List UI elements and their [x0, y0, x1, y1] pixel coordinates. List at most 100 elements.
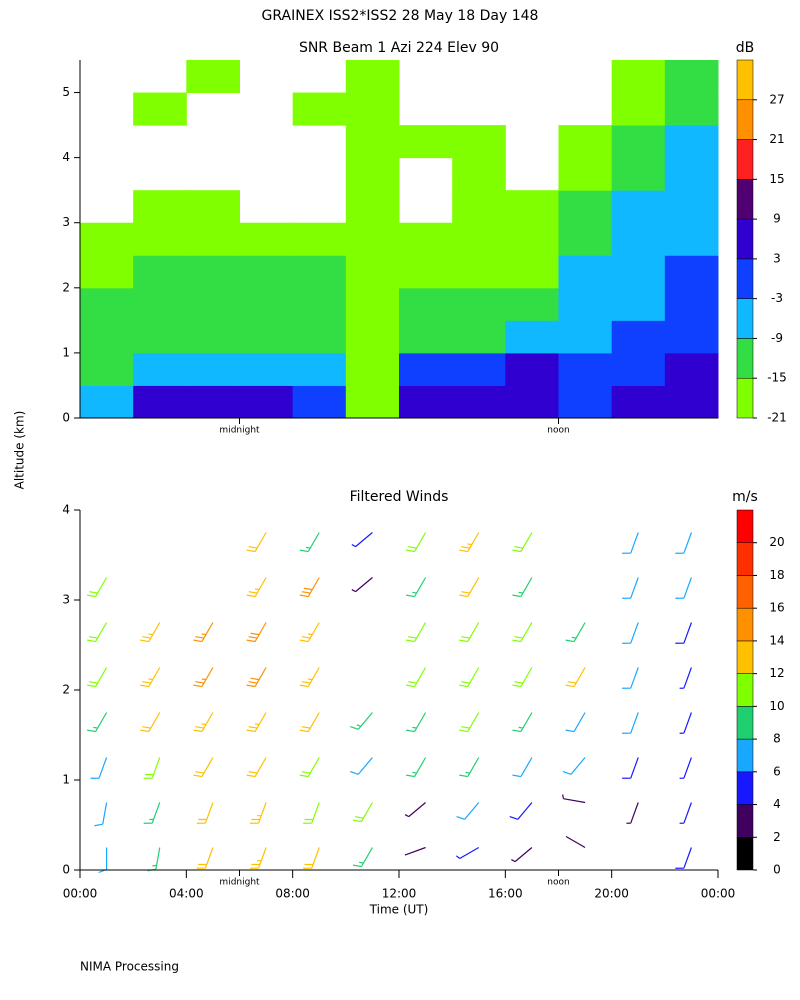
heat-cell: [239, 222, 294, 256]
wind-barb: [679, 757, 692, 779]
heat-cell: [505, 222, 559, 256]
heat-cell: [664, 60, 719, 94]
heat-cell: [80, 287, 134, 321]
wind-barb: [87, 577, 108, 598]
colorbar-box: [736, 298, 754, 339]
wind-barb: [87, 712, 108, 733]
heat-cell: [558, 125, 613, 159]
wind-barb: [622, 622, 639, 644]
heat-cell: [558, 352, 613, 386]
wind-barb: [406, 757, 427, 778]
panel-title: Filtered Winds: [350, 489, 449, 505]
colorbar-tick-label: 10: [769, 699, 784, 713]
wind-barb: [622, 532, 639, 554]
x-tick-label: 08:00: [275, 887, 310, 901]
wind-barb: [299, 577, 320, 598]
heat-cell: [345, 352, 400, 386]
wind-barb: [512, 622, 533, 643]
wind-barb: [456, 802, 480, 820]
heat-cell: [186, 287, 240, 321]
heat-cell: [558, 255, 613, 289]
wind-barb: [351, 532, 373, 548]
wind-barb: [406, 622, 427, 643]
colorbar-tick-label: 6: [773, 764, 781, 778]
x-tick-label: 00:00: [63, 887, 98, 901]
y-tick-label: 0: [62, 863, 70, 877]
heat-cell: [292, 385, 347, 419]
heat-cell: [186, 385, 240, 419]
wind-barb: [456, 846, 480, 860]
colorbar-box: [736, 509, 754, 543]
heat-cell: [186, 255, 240, 289]
wind-barb: [406, 667, 427, 688]
heat-cell: [452, 352, 506, 386]
wind-barb: [459, 532, 480, 553]
heat-cell: [611, 92, 666, 126]
heat-cell: [186, 190, 240, 224]
heat-cell: [399, 255, 453, 289]
y-tick-label: 4: [62, 150, 70, 164]
y-tick-label: 3: [62, 593, 70, 607]
wind-barb: [512, 577, 533, 598]
wind-barb: [94, 802, 108, 827]
heat-cell: [345, 320, 400, 354]
wind-barb: [511, 847, 533, 863]
heat-cell: [133, 92, 187, 126]
heat-cell: [399, 352, 453, 386]
heat-cell: [345, 255, 400, 289]
wind-barb: [303, 802, 320, 824]
colorbar-tick-label: 3: [773, 251, 781, 265]
colorbar-tick-label: 8: [773, 732, 781, 746]
wind-barb: [143, 802, 161, 824]
colorbar-tick-label: 4: [773, 797, 781, 811]
wind-barb: [98, 847, 108, 874]
wind-barb: [622, 667, 639, 689]
colorbar-box: [736, 542, 754, 576]
heat-cell: [611, 157, 666, 191]
wind-barb: [193, 712, 214, 733]
colorbar-box: [736, 218, 754, 260]
heat-cell: [239, 352, 294, 386]
colorbar-tick-label: 15: [769, 172, 784, 186]
colorbar-tick-label: -9: [771, 331, 783, 345]
wind-barb: [512, 757, 533, 778]
heat-cell: [239, 255, 294, 289]
heat-cell: [186, 352, 240, 386]
heat-cell: [452, 190, 506, 224]
heat-cell: [558, 320, 613, 354]
wind-barb: [406, 577, 427, 598]
heat-cell: [186, 60, 240, 94]
wind-barb: [352, 847, 373, 868]
wind-barb: [147, 847, 161, 872]
wind-barb: [622, 757, 639, 779]
wind-barb: [299, 667, 320, 688]
heat-cell: [239, 385, 294, 419]
heat-cell: [558, 287, 613, 321]
wind-barb: [509, 802, 533, 820]
y-axis-label: Altitude (km): [13, 411, 27, 490]
x-tick-label: 12:00: [382, 887, 417, 901]
colorbar-tick-label: -3: [771, 291, 783, 305]
heat-cell: [611, 320, 666, 354]
wind-barb: [250, 847, 267, 869]
heat-cell: [611, 190, 666, 224]
wind-barb: [193, 757, 214, 778]
wind-barb: [459, 712, 480, 733]
colorbar-box: [736, 738, 754, 773]
heat-cell: [558, 157, 613, 191]
heat-cell: [452, 125, 506, 159]
wind-barb: [246, 757, 267, 778]
heat-cell: [133, 352, 187, 386]
colorbar-box: [736, 837, 754, 871]
y-tick-label: 0: [62, 411, 70, 425]
heat-cell: [345, 287, 400, 321]
heat-cell: [80, 320, 134, 354]
heat-cell: [664, 222, 719, 256]
figure-title: GRAINEX ISS2*ISS2 28 May 18 Day 148: [262, 8, 539, 24]
footer: NIMA Processing: [80, 960, 179, 974]
y-tick-label: 4: [62, 503, 70, 517]
heat-cell: [133, 287, 187, 321]
heat-cell: [664, 287, 719, 321]
colorbar-box: [736, 258, 754, 299]
